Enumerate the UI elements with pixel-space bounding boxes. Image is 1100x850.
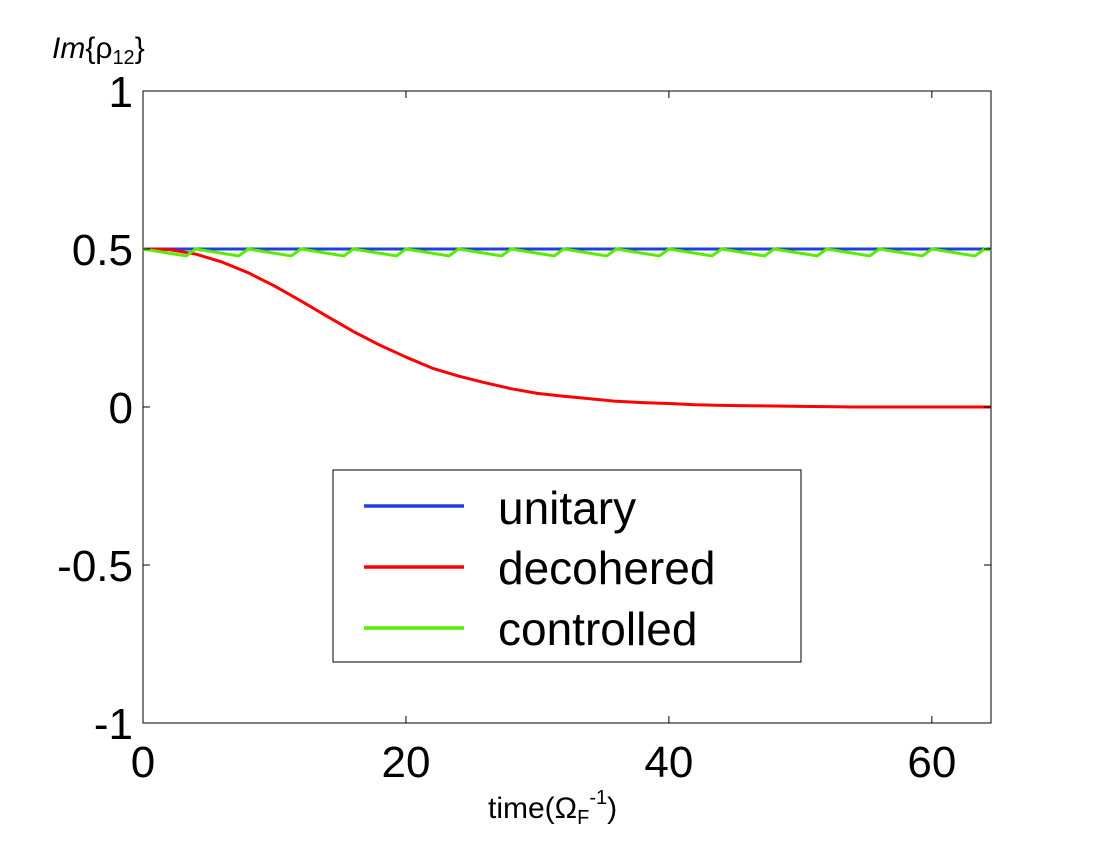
legend-label-unitary: unitary [498,482,636,534]
x-label-suffix: ) [607,792,617,825]
series-group [142,247,992,409]
y-label-symbol: ρ [95,32,112,65]
ticks-group: 0 20 40 60 1 0.5 0 -0.5 -1 [57,68,991,787]
x-tick-label-3: 60 [907,738,956,787]
x-label-symbol: Ω [555,792,577,825]
y-tick-label-0: 1 [109,68,133,117]
y-tick-label-1: 0.5 [72,226,133,275]
y-label-brace-close: } [135,32,145,65]
legend-label-decohered: decohered [498,542,715,594]
y-label-brace-open: { [85,32,95,65]
y-label-prefix: Im [52,32,85,65]
x-label-prefix: time( [488,792,555,825]
legend: unitary decohered controlled [332,469,802,663]
y-tick-label-4: -1 [94,700,133,749]
x-tick-label-2: 40 [644,738,693,787]
legend-label-controlled: controlled [498,603,697,655]
series-line-controlled [142,247,992,258]
x-label-superscript: -1 [589,787,607,809]
x-label-subscript: F [577,807,589,829]
y-tick-label-3: -0.5 [57,542,133,591]
x-tick-label-1: 20 [381,738,430,787]
x-axis-label: time(ΩF-1) [488,787,617,829]
y-label-subscript: 12 [112,47,134,69]
y-axis-label: Im{ρ12} [52,32,145,69]
y-tick-label-2: 0 [109,384,133,433]
series-line-decohered [142,247,991,409]
x-tick-label-0: 0 [131,738,155,787]
